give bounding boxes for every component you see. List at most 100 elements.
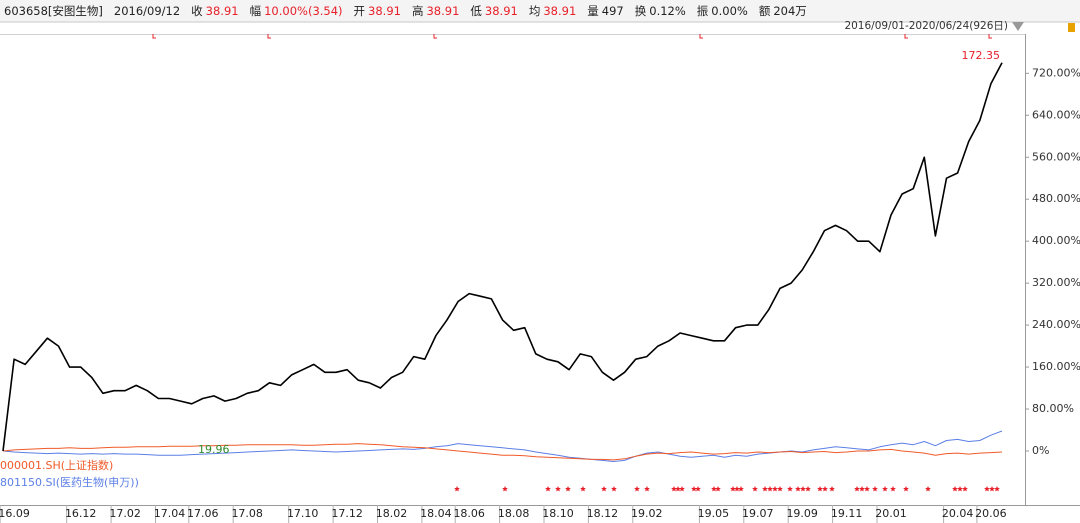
header-text: 603658[安图生物] 2016/09/12 收 38.91 幅 10.00%(3.54… [4, 4, 807, 18]
event-star [711, 486, 717, 492]
event-star [864, 486, 870, 492]
event-star [872, 486, 878, 492]
event-star [854, 486, 860, 492]
event-star [952, 486, 958, 492]
event-star [601, 486, 607, 492]
header-value: 10.00%(3.54) [264, 4, 342, 18]
event-star [730, 486, 736, 492]
header-value: 497 [602, 4, 624, 18]
header-label: 603658[安图生物] [4, 4, 103, 18]
event-star [545, 486, 551, 492]
series-line [2, 430, 1003, 462]
event-star [695, 486, 701, 492]
header-value: 38.91 [206, 4, 239, 18]
x-tick-label: 18.02 [376, 507, 408, 520]
event-star [829, 486, 835, 492]
event-star [675, 486, 681, 492]
header-value: 2016/09/12 [114, 4, 180, 18]
x-tick-label: 19.09 [786, 507, 818, 520]
header-label: 低 [470, 4, 482, 18]
event-marker [152, 34, 156, 39]
event-star [787, 486, 793, 492]
legend-entry: 801150.SI(医药生物(申万)) [0, 475, 139, 489]
header-label: 振 [697, 4, 709, 18]
event-star [984, 486, 990, 492]
x-tick-label: 17.12 [331, 507, 363, 520]
x-tick-label: 18.04 [420, 507, 452, 520]
event-star [715, 486, 721, 492]
event-marker [433, 34, 437, 39]
event-star [772, 486, 778, 492]
header-label: 高 [412, 4, 424, 18]
header-label: 额 [759, 4, 771, 18]
event-star [890, 486, 896, 492]
x-tick-label: 19.11 [831, 507, 863, 520]
event-star [691, 486, 697, 492]
y-tick-label: 560.00% [1032, 150, 1080, 163]
event-star [800, 486, 806, 492]
x-tick-label: 18.12 [587, 507, 619, 520]
event-star [925, 486, 931, 492]
header-value: 0.12% [649, 4, 686, 18]
event-star [611, 486, 617, 492]
x-tick-label: 18.06 [453, 507, 485, 520]
x-tick-label: 16.09 [0, 507, 30, 520]
event-star [671, 486, 677, 492]
event-star [565, 486, 571, 492]
x-tick-label: 17.10 [287, 507, 319, 520]
x-tick-label: 19.02 [631, 507, 663, 520]
event-marker [904, 34, 908, 39]
x-tick-label: 20.06 [975, 507, 1007, 520]
x-tick-label: 17.02 [109, 507, 141, 520]
x-tick-label: 19.05 [698, 507, 730, 520]
event-star [805, 486, 811, 492]
y-tick-label: 0% [1032, 444, 1049, 457]
x-tick-label: 20.04 [942, 507, 974, 520]
y-tick-label: 720.00% [1032, 66, 1080, 79]
header-label: 换 [635, 4, 647, 18]
event-star [555, 486, 561, 492]
event-star [957, 486, 963, 492]
x-tick-label: 17.08 [231, 507, 263, 520]
y-tick-label: 640.00% [1032, 108, 1080, 121]
lock-icon[interactable] [1068, 23, 1075, 32]
y-tick-label: 160.00% [1032, 360, 1080, 373]
event-star [989, 486, 995, 492]
y-tick-label: 400.00% [1032, 234, 1080, 247]
x-tick-label: 17.06 [187, 507, 219, 520]
event-star [795, 486, 801, 492]
header-value: 38.91 [368, 4, 401, 18]
annotation: 19.96 [198, 443, 230, 456]
dropdown-arrow[interactable] [1012, 22, 1024, 31]
event-star [859, 486, 865, 492]
header-value: 38.91 [485, 4, 518, 18]
header-label: 幅 [250, 4, 262, 18]
x-tick-label: 18.10 [542, 507, 574, 520]
event-star [738, 486, 744, 492]
annotation: 172.35 [962, 49, 1001, 62]
header-value: 0.00% [711, 4, 748, 18]
x-tick-label: 16.12 [65, 507, 97, 520]
event-star [580, 486, 586, 492]
header-value: 204万 [773, 4, 806, 18]
y-tick-label: 240.00% [1032, 318, 1080, 331]
event-star [502, 486, 508, 492]
event-marker [267, 34, 271, 39]
series-line [2, 62, 1003, 452]
series-line [2, 443, 1003, 461]
event-star [882, 486, 888, 492]
event-star [734, 486, 740, 492]
y-tick-label: 480.00% [1032, 192, 1080, 205]
header-label: 收 [191, 4, 203, 18]
event-star [679, 486, 685, 492]
event-star [903, 486, 909, 492]
range-label: 2016/09/01-2020/06/24(926日) [844, 20, 1008, 32]
header-bar [0, 0, 1080, 22]
event-star [817, 486, 823, 492]
header-value: 38.91 [543, 4, 576, 18]
event-star [644, 486, 650, 492]
event-star [454, 486, 460, 492]
event-star [767, 486, 773, 492]
header-label: 量 [587, 4, 599, 18]
